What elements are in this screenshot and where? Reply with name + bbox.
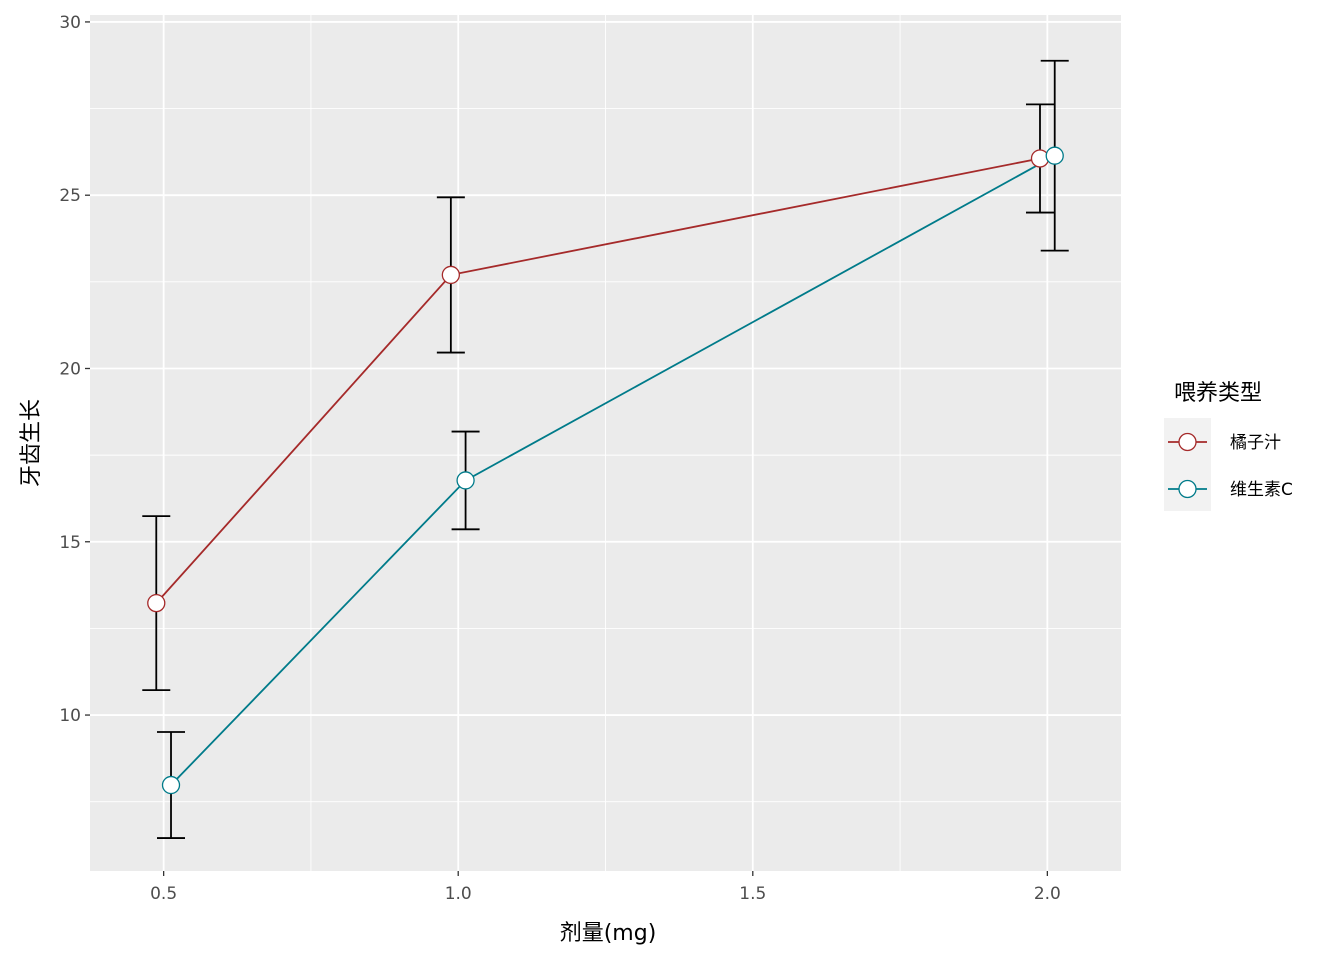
y-axis-title: 牙齿生长 [19, 399, 44, 487]
points [147, 146, 1064, 795]
data-point [1045, 146, 1064, 165]
legend-label: 橘子汁 [1230, 433, 1281, 453]
legend-key-point [1178, 432, 1197, 452]
y-axis: 10 15 20 25 30 [59, 13, 90, 726]
legend-key-point [1178, 479, 1197, 499]
x-tick-label: 2.0 [1034, 884, 1061, 904]
grid-major [90, 15, 1121, 871]
data-point [441, 265, 461, 285]
x-tick-label: 0.5 [150, 884, 177, 904]
y-tick-label: 15 [59, 533, 81, 553]
legend-label: 维生素C [1230, 480, 1293, 500]
x-tick-label: 1.0 [445, 884, 472, 904]
data-point [456, 471, 475, 490]
y-tick-label: 20 [59, 359, 81, 379]
x-axis-title: 剂量(mg) [560, 921, 657, 946]
y-tick-label: 25 [59, 186, 81, 206]
legend-title: 喂养类型 [1174, 381, 1262, 406]
grid-minor [90, 15, 1121, 871]
data-point [1030, 149, 1050, 168]
y-tick-label: 10 [59, 706, 81, 726]
y-tick-label: 30 [59, 13, 81, 33]
data-point [147, 593, 166, 613]
data-point [161, 775, 181, 795]
x-axis: 0.5 1.0 1.5 2.0 [150, 871, 1061, 904]
x-tick-label: 1.5 [739, 884, 766, 904]
